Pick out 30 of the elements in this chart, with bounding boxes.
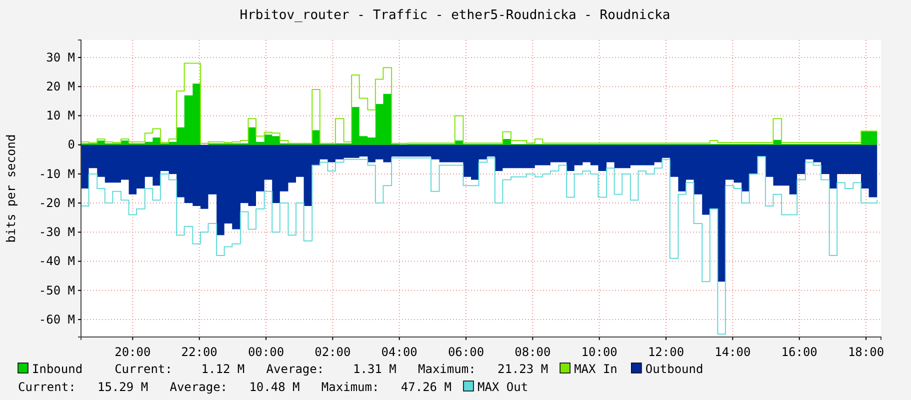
- x-tick-label: 20:00: [114, 345, 151, 360]
- chart-title: Hrbitov_router - Traffic - ether5-Roudnicka - Roudnicka: [240, 8, 670, 23]
- x-tick-label: 02:00: [314, 345, 351, 360]
- y-tick-label: 30 M: [46, 50, 75, 64]
- x-tick-label: 18:00: [848, 345, 884, 360]
- text: Current: 1.12 M Average: 1.31 M Maximum: 21.23 M: [114, 362, 548, 376]
- y-tick-label: -30 M: [38, 225, 75, 240]
- y-tick-label: -20 M: [38, 196, 75, 210]
- legend-label: Outbound: [645, 362, 704, 376]
- x-tick-label: 08:00: [514, 345, 551, 360]
- legend-label: MAX Out: [477, 380, 528, 394]
- x-tick-label: 10:00: [581, 345, 618, 360]
- y-tick-label: -10 M: [38, 166, 75, 181]
- x-tick-label: 06:00: [448, 345, 484, 360]
- x-tick-label: 12:00: [648, 345, 684, 360]
- x-tick-label: 04:00: [381, 345, 418, 360]
- y-tick-label: 20 M: [46, 79, 75, 94]
- x-tick-label: 16:00: [781, 345, 818, 360]
- x-tick-label: 14:00: [714, 345, 751, 360]
- y-tick-label: 0: [68, 138, 75, 152]
- legend-label: Inbound: [32, 362, 83, 376]
- legend-label: MAX In: [574, 362, 618, 376]
- text: Current: 15.29 M Average: 10.48 M Maximum: 47.26 M: [18, 380, 452, 394]
- x-tick-label: 22:00: [181, 345, 218, 360]
- y-tick-label: -60 M: [38, 312, 75, 326]
- y-tick-label: -50 M: [38, 283, 75, 298]
- y-tick-label: 10 M: [46, 108, 75, 123]
- x-tick-label: 00:00: [248, 345, 284, 360]
- y-axis-title: bits per second: [4, 134, 18, 243]
- y-tick-label: -40 M: [38, 254, 75, 268]
